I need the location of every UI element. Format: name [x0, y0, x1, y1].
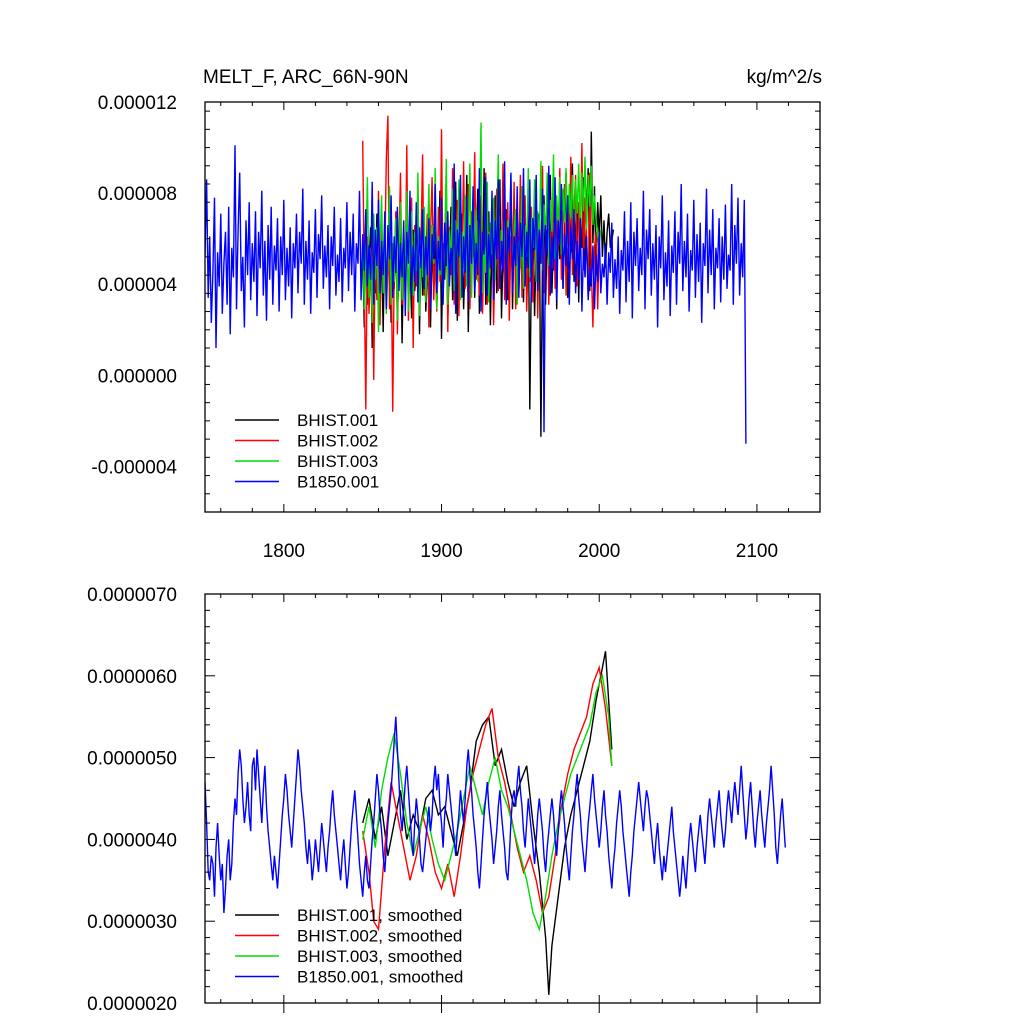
bottom-legend: BHIST.001, smoothed BHIST.002, smoothedBH… — [235, 906, 463, 987]
x-tick-label: 1900 — [420, 541, 462, 562]
legend-label: BHIST.001 — [297, 411, 378, 430]
legend-label: BHIST.002 — [297, 432, 378, 451]
legend-label: BHIST.003, smoothed — [297, 947, 462, 966]
legend-label: BHIST.001, smoothed — [297, 906, 462, 925]
top-panel: MELT_F, ARC_66N-90N kg/m^2/s 1800 1900 200… — [91, 67, 822, 562]
top-series-group — [205, 115, 747, 444]
legend-label: B1850.001 — [297, 473, 379, 492]
plot-frame — [204, 593, 821, 1004]
legend-label: B1850.001, smoothed — [297, 968, 463, 987]
series-line-1-3 — [205, 716, 786, 914]
y-tick-label: 0.0000030 — [87, 912, 177, 933]
y-tick-label: 0.000004 — [98, 275, 178, 296]
legend-label: BHIST.003 — [297, 452, 378, 471]
y-tick-label: 0.0000060 — [87, 667, 177, 688]
y-tick-label: 0.0000020 — [87, 994, 177, 1015]
top-title-left: MELT_F, ARC_66N-90N — [203, 67, 409, 88]
top-title-units: kg/m^2/s — [747, 67, 822, 88]
series-line-0-2 — [362, 122, 602, 333]
y-tick-label: 0.000008 — [98, 184, 177, 205]
plot-frame — [204, 101, 821, 513]
x-tick-label: 1800 — [263, 541, 305, 562]
bottom-axes: 0.0000020 0.0000030 0.0000040 0.0000050 0.00… — [87, 585, 821, 1015]
y-tick-label: -0.000004 — [91, 457, 177, 478]
series-line-1-2 — [362, 673, 613, 932]
top-axes: 1800 1900 2000 2100 -0.000004 0.000000 0.00000… — [91, 93, 821, 562]
x-tick-label: 2000 — [578, 541, 620, 562]
bottom-series-group — [205, 651, 786, 995]
y-tick-label: 0.000000 — [98, 366, 177, 387]
y-tick-label: 0.0000040 — [87, 830, 177, 851]
y-tick-label: 0.0000050 — [87, 749, 177, 770]
x-tick-label: 2100 — [736, 541, 778, 562]
series-line-1-1 — [362, 664, 613, 932]
y-tick-label: 0.0000070 — [87, 585, 177, 606]
series-line-0-3 — [205, 145, 747, 444]
y-tick-label: 0.000012 — [98, 93, 177, 114]
bottom-panel: 0.0000020 0.0000030 0.0000040 0.0000050 0.00… — [87, 585, 821, 1015]
series-line-1-0 — [362, 651, 613, 995]
legend-label: BHIST.002, smoothed — [297, 927, 462, 946]
